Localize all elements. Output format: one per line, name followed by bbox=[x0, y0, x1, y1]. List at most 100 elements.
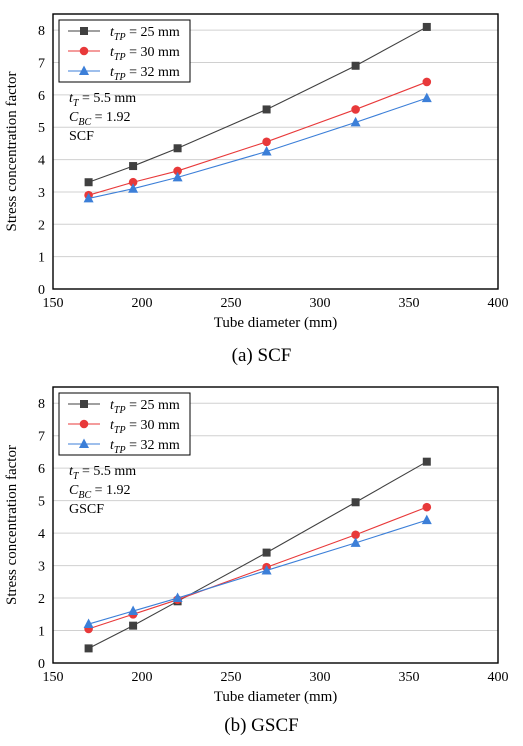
plot-area-border bbox=[52, 386, 499, 664]
legend-label-sub: TP bbox=[114, 32, 126, 43]
legend-label: tTP = 32 mm bbox=[110, 438, 180, 456]
legend-label-base: t bbox=[110, 398, 115, 413]
legend-label-rest: = 30 mm bbox=[126, 418, 180, 433]
legend-label-base: t bbox=[110, 65, 115, 80]
y-tick-label: 5 bbox=[38, 121, 45, 136]
data-point bbox=[262, 105, 271, 114]
y-tick-label: 8 bbox=[38, 24, 45, 39]
annotation-base: C bbox=[69, 483, 79, 498]
x-tick-label: 250 bbox=[221, 670, 242, 685]
annotation-base: SCF bbox=[69, 129, 94, 144]
legend-label-base: t bbox=[110, 45, 115, 60]
legend-marker bbox=[79, 46, 89, 56]
data-point bbox=[422, 77, 432, 87]
y-tick-label: 3 bbox=[38, 186, 45, 201]
legend-marker bbox=[79, 438, 89, 448]
data-point bbox=[350, 537, 361, 547]
y-tick-label: 2 bbox=[38, 592, 45, 607]
legend-label: tTP = 32 mm bbox=[110, 65, 180, 83]
chart-caption: (a) SCF bbox=[231, 345, 292, 366]
data-point bbox=[422, 502, 432, 512]
y-tick-label: 1 bbox=[38, 625, 45, 640]
annotation-rest: = 1.92 bbox=[91, 110, 130, 125]
data-point bbox=[351, 105, 360, 114]
annotation-base: t bbox=[69, 464, 74, 479]
x-tick-label: 400 bbox=[488, 296, 509, 311]
legend-label-sub: TP bbox=[114, 52, 126, 63]
legend-marker bbox=[79, 65, 89, 75]
y-tick-label: 2 bbox=[38, 218, 45, 233]
series-line bbox=[88, 26, 428, 183]
legend-label-rest: = 25 mm bbox=[126, 398, 180, 413]
annotation-sub: T bbox=[73, 98, 80, 109]
y-tick-label: 0 bbox=[38, 657, 45, 672]
x-tick-label: 200 bbox=[132, 296, 153, 311]
data-point bbox=[83, 192, 94, 203]
annotation-text: tT = 5.5 mm bbox=[69, 91, 136, 109]
legend-marker bbox=[80, 400, 88, 408]
series-line bbox=[88, 519, 427, 625]
data-point bbox=[351, 61, 360, 70]
series-3 bbox=[83, 92, 432, 203]
x-tick-label: 300 bbox=[310, 296, 331, 311]
x-tick-label: 150 bbox=[43, 670, 64, 685]
data-point bbox=[129, 162, 138, 171]
legend-label: tTP = 30 mm bbox=[110, 418, 180, 436]
data-point bbox=[350, 116, 361, 127]
y-tick-label: 4 bbox=[38, 154, 45, 169]
legend-label-base: t bbox=[110, 25, 115, 40]
legend-label-rest: = 32 mm bbox=[126, 65, 180, 80]
x-axis-label: Tube diameter (mm) bbox=[214, 315, 338, 331]
y-tick-label: 8 bbox=[38, 397, 45, 412]
legend-label-sub: TP bbox=[114, 425, 126, 436]
chart-panel-gscf: 0 1 2 3 4 5 6 7 8 150 200 250 300 350 400 Tube diameter… bbox=[0, 373, 523, 746]
data-point bbox=[262, 548, 271, 557]
y-tick-label: 1 bbox=[38, 251, 45, 266]
legend-label-base: t bbox=[110, 418, 115, 433]
legend-label-sub: TP bbox=[114, 72, 126, 83]
data-point bbox=[83, 618, 94, 629]
y-axis-label: Stress concentration factor bbox=[4, 445, 20, 605]
series-line bbox=[88, 506, 427, 630]
y-tick-label: 7 bbox=[38, 430, 45, 445]
y-tick-label: 5 bbox=[38, 495, 45, 510]
legend-label: tTP = 30 mm bbox=[110, 45, 180, 63]
annotation-rest: = 5.5 mm bbox=[78, 91, 136, 106]
data-point bbox=[128, 605, 139, 616]
legend-label: tTP = 25 mm bbox=[110, 25, 180, 43]
series-3 bbox=[83, 514, 432, 629]
annotation-rest: = 5.5 mm bbox=[78, 464, 136, 479]
data-point bbox=[173, 166, 182, 176]
plot-area-border bbox=[52, 13, 499, 290]
annotation-sub: T bbox=[73, 471, 80, 482]
y-tick-label: 3 bbox=[38, 560, 45, 575]
legend-label-base: t bbox=[110, 438, 115, 453]
data-point bbox=[84, 178, 93, 187]
annotation-text: SCF bbox=[69, 129, 94, 144]
x-tick-label: 150 bbox=[43, 296, 64, 311]
data-point bbox=[421, 514, 432, 525]
data-point bbox=[351, 498, 360, 507]
x-tick-label: 350 bbox=[399, 670, 420, 685]
annotation-base: C bbox=[69, 110, 79, 125]
legend-label-sub: TP bbox=[114, 445, 126, 456]
legend-label-sub: TP bbox=[114, 405, 126, 416]
annotation-text: CBC = 1.92 bbox=[69, 483, 131, 501]
legend-marker bbox=[80, 27, 88, 35]
series-line bbox=[88, 461, 428, 649]
data-point bbox=[422, 457, 431, 466]
annotation-rest: = 1.92 bbox=[91, 483, 130, 498]
annotation-sub: BC bbox=[78, 117, 91, 128]
data-point bbox=[262, 137, 271, 147]
y-tick-label: 4 bbox=[38, 527, 45, 542]
y-tick-label: 7 bbox=[38, 57, 45, 72]
chart-caption: (b) GSCF bbox=[224, 715, 299, 736]
y-axis-label: Stress concentration factor bbox=[4, 72, 20, 232]
series-2 bbox=[84, 77, 432, 200]
series-line bbox=[88, 81, 427, 196]
chart-panel-scf: 0 1 2 3 4 5 6 7 8 150 200 250 300 350 400 Tube diameter… bbox=[4, 13, 509, 366]
annotation-text: CBC = 1.92 bbox=[69, 110, 131, 128]
x-axis-label: Tube diameter (mm) bbox=[214, 689, 338, 705]
